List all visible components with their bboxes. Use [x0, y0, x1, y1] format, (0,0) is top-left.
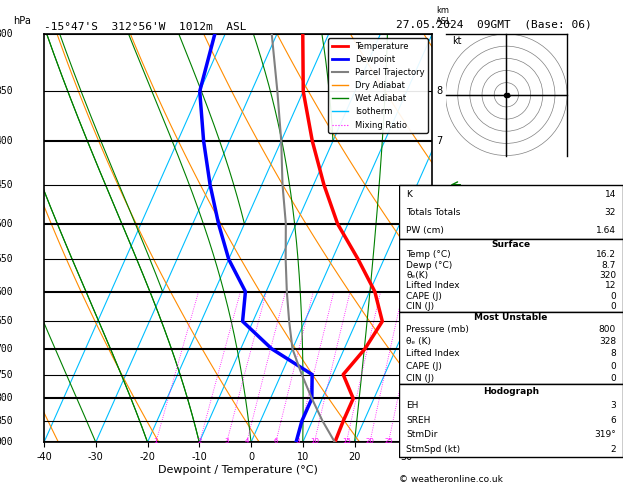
Text: 850: 850 [0, 416, 13, 426]
Text: 350: 350 [0, 87, 13, 96]
Text: 300: 300 [0, 29, 13, 39]
Text: θₑ (K): θₑ (K) [406, 337, 431, 347]
Text: 800: 800 [0, 394, 13, 403]
Text: SREH: SREH [406, 416, 430, 425]
Text: -2 CL: -2 CL [436, 394, 457, 403]
Text: © weatheronline.co.uk: © weatheronline.co.uk [399, 474, 503, 484]
Text: 0: 0 [610, 302, 616, 311]
Text: Temp (°C): Temp (°C) [406, 250, 451, 259]
Text: 800: 800 [599, 325, 616, 334]
FancyBboxPatch shape [399, 185, 623, 239]
Text: 1.64: 1.64 [596, 226, 616, 235]
Text: Hodograph: Hodograph [483, 387, 539, 396]
Text: 450: 450 [0, 180, 13, 190]
Text: 20: 20 [365, 438, 374, 444]
Text: hPa: hPa [13, 16, 31, 26]
Text: Lifted Index: Lifted Index [406, 281, 460, 290]
Text: km
ASL: km ASL [436, 6, 452, 26]
Text: 5: 5 [436, 254, 442, 264]
Text: 25: 25 [384, 438, 393, 444]
Text: 6: 6 [274, 438, 278, 444]
Text: 3: 3 [225, 438, 229, 444]
Text: 320: 320 [599, 271, 616, 280]
Text: 500: 500 [0, 219, 13, 229]
Text: Totals Totals: Totals Totals [406, 208, 460, 217]
Text: 900: 900 [0, 437, 13, 447]
Text: 4: 4 [245, 438, 249, 444]
Text: CAPE (J): CAPE (J) [406, 292, 442, 301]
FancyBboxPatch shape [399, 312, 623, 384]
Text: Dewp (°C): Dewp (°C) [406, 260, 452, 270]
Text: 27.05.2024  09GMT  (Base: 06): 27.05.2024 09GMT (Base: 06) [396, 19, 592, 30]
Text: 2: 2 [610, 445, 616, 454]
Text: EH: EH [406, 401, 418, 410]
Text: 750: 750 [0, 369, 13, 380]
Text: 0: 0 [610, 292, 616, 301]
Text: Mixing Ratio  (g/kg): Mixing Ratio (g/kg) [474, 191, 484, 286]
Text: 2: 2 [198, 438, 202, 444]
Text: 550: 550 [0, 254, 13, 264]
Text: 15: 15 [342, 438, 351, 444]
Text: 8: 8 [610, 349, 616, 359]
Text: kt: kt [452, 36, 461, 46]
Text: 8: 8 [436, 87, 442, 96]
Text: 400: 400 [0, 136, 13, 146]
Text: 7: 7 [436, 136, 442, 146]
Text: CIN (J): CIN (J) [406, 302, 434, 311]
Text: Surface: Surface [491, 240, 531, 249]
Text: 8.7: 8.7 [601, 260, 616, 270]
Text: 14: 14 [604, 190, 616, 199]
Text: 6: 6 [610, 416, 616, 425]
Text: 650: 650 [0, 316, 13, 326]
Text: 600: 600 [0, 287, 13, 296]
Text: 700: 700 [0, 344, 13, 354]
Text: 4: 4 [436, 299, 442, 309]
Text: 8: 8 [295, 438, 299, 444]
Text: 16.2: 16.2 [596, 250, 616, 259]
Text: 0: 0 [610, 374, 616, 382]
Text: 1: 1 [153, 438, 158, 444]
Text: Most Unstable: Most Unstable [474, 313, 548, 322]
Text: 6: 6 [436, 204, 442, 214]
Text: 12: 12 [604, 281, 616, 290]
Text: StmSpd (kt): StmSpd (kt) [406, 445, 460, 454]
Text: Lifted Index: Lifted Index [406, 349, 460, 359]
Text: StmDir: StmDir [406, 431, 438, 439]
X-axis label: Dewpoint / Temperature (°C): Dewpoint / Temperature (°C) [158, 465, 318, 475]
FancyBboxPatch shape [399, 384, 623, 457]
Text: Pressure (mb): Pressure (mb) [406, 325, 469, 334]
Text: θₑ(K): θₑ(K) [406, 271, 428, 280]
Text: 319°: 319° [594, 431, 616, 439]
Legend: Temperature, Dewpoint, Parcel Trajectory, Dry Adiabat, Wet Adiabat, Isotherm, Mi: Temperature, Dewpoint, Parcel Trajectory… [328, 38, 428, 133]
Text: 3: 3 [610, 401, 616, 410]
FancyBboxPatch shape [399, 239, 623, 312]
Text: 10: 10 [310, 438, 319, 444]
Text: PW (cm): PW (cm) [406, 226, 444, 235]
Text: CAPE (J): CAPE (J) [406, 362, 442, 370]
Text: CL: CL [440, 394, 452, 403]
Text: 3: 3 [436, 344, 442, 354]
Text: K: K [406, 190, 412, 199]
Text: 2: 2 [436, 389, 442, 399]
Text: 32: 32 [604, 208, 616, 217]
Text: 328: 328 [599, 337, 616, 347]
Text: -15°47'S  312°56'W  1012m  ASL: -15°47'S 312°56'W 1012m ASL [44, 22, 247, 32]
Text: CIN (J): CIN (J) [406, 374, 434, 382]
Text: 0: 0 [610, 362, 616, 370]
